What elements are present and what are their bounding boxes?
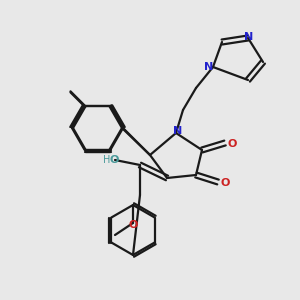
Text: O: O: [109, 155, 119, 165]
Text: N: N: [244, 32, 253, 42]
Text: N: N: [173, 126, 183, 136]
Text: H: H: [103, 155, 111, 165]
Text: N: N: [204, 62, 214, 72]
Text: O: O: [128, 220, 138, 230]
Text: O: O: [227, 139, 237, 149]
Text: O: O: [220, 178, 230, 188]
